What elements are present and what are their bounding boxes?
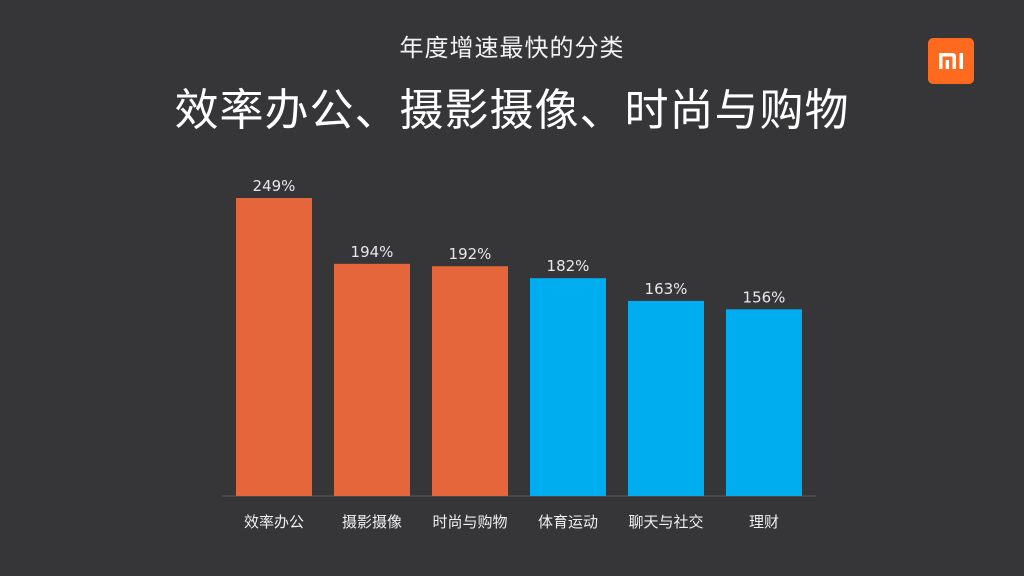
page-title: 效率办公、摄影摄像、时尚与购物 (174, 85, 850, 136)
bar (726, 309, 802, 496)
mi-logo-icon (928, 38, 974, 84)
category-label: 摄影摄像 (342, 513, 402, 531)
category-label: 时尚与购物 (432, 513, 507, 531)
bar (530, 278, 606, 496)
bar-value-label: 194% (351, 243, 394, 261)
bar-value-label: 156% (743, 288, 786, 306)
bar-value-label: 182% (547, 257, 590, 275)
chart-subtitle: 年度增速最快的分类 (399, 34, 625, 62)
bar (432, 266, 508, 496)
bar (628, 300, 704, 496)
category-label: 效率办公 (244, 513, 304, 531)
category-label: 理财 (749, 513, 779, 531)
bar-value-label: 163% (645, 280, 688, 298)
bar (334, 263, 410, 496)
bar-value-label: 249% (253, 177, 296, 195)
bar-value-label: 192% (449, 245, 492, 263)
category-label: 体育运动 (538, 513, 598, 531)
bar (236, 198, 312, 496)
category-label: 聊天与社交 (628, 513, 703, 531)
